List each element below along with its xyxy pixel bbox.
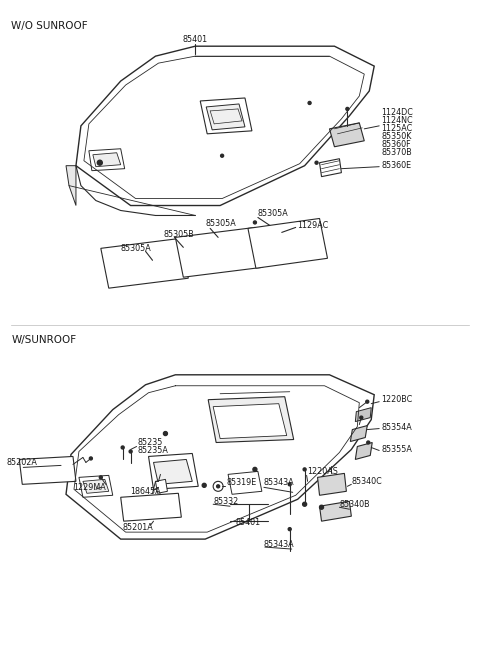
Text: 1124DC: 1124DC [381,109,413,117]
Circle shape [308,102,311,104]
Polygon shape [320,501,351,521]
Polygon shape [355,407,371,422]
Text: 85401: 85401 [183,35,208,44]
Text: 85350K: 85350K [381,132,411,141]
Polygon shape [66,166,76,206]
Text: 85235A: 85235A [138,446,168,455]
Circle shape [216,485,220,488]
Circle shape [360,416,363,419]
Text: 85340B: 85340B [339,500,370,509]
Circle shape [129,450,132,453]
Text: 1220BC: 1220BC [381,395,412,404]
Text: 85332: 85332 [213,496,239,506]
Text: 1220AS: 1220AS [308,467,338,476]
Polygon shape [329,123,364,147]
Circle shape [221,154,224,157]
Circle shape [121,446,124,449]
Circle shape [97,160,102,165]
Polygon shape [175,227,263,277]
Text: 85401: 85401 [235,517,260,527]
Text: 85360E: 85360E [381,161,411,170]
Text: 1229MA: 1229MA [73,483,106,492]
Circle shape [164,432,168,436]
Circle shape [367,441,370,444]
Text: 85343A: 85343A [264,478,295,487]
Polygon shape [208,397,294,443]
Polygon shape [66,375,374,539]
Text: 85355A: 85355A [381,445,412,454]
Text: 1129AC: 1129AC [297,221,328,230]
Polygon shape [350,426,367,441]
Circle shape [253,221,256,224]
Polygon shape [76,47,374,206]
Polygon shape [93,153,120,166]
Circle shape [89,457,92,460]
Circle shape [366,400,369,403]
Text: 85343A: 85343A [264,540,295,549]
Polygon shape [355,443,372,459]
Text: 85201A: 85201A [123,523,154,532]
Text: 85305B: 85305B [164,230,194,239]
Polygon shape [19,457,76,484]
Text: 85340C: 85340C [351,477,382,486]
Text: 85305A: 85305A [120,244,152,253]
Text: 85305A: 85305A [258,209,288,218]
Text: 85370B: 85370B [381,148,412,157]
Polygon shape [248,219,327,269]
Polygon shape [213,403,287,439]
Polygon shape [228,472,262,495]
Text: 85305A: 85305A [205,219,236,228]
Text: W/SUNROOF: W/SUNROOF [12,335,76,345]
Polygon shape [79,476,113,497]
Polygon shape [200,98,252,134]
Text: 1124NC: 1124NC [381,117,413,125]
Circle shape [303,468,306,471]
Circle shape [202,483,206,487]
Polygon shape [156,479,168,493]
Polygon shape [154,459,192,484]
Polygon shape [206,104,245,130]
Polygon shape [320,159,341,177]
Circle shape [315,161,318,164]
Polygon shape [120,493,181,521]
Polygon shape [148,453,198,489]
Polygon shape [89,149,125,171]
Text: 85354A: 85354A [381,423,412,432]
Circle shape [288,528,291,531]
Circle shape [346,107,349,111]
Circle shape [320,505,324,509]
Text: 85319E: 85319E [226,478,256,487]
Polygon shape [101,238,188,288]
Circle shape [253,468,257,472]
Circle shape [302,502,307,506]
Circle shape [99,476,102,479]
Text: 1125AC: 1125AC [381,124,412,134]
Polygon shape [83,479,109,493]
Polygon shape [318,474,347,495]
Text: 85360F: 85360F [381,140,411,149]
Text: 85235: 85235 [138,438,163,447]
Text: 85202A: 85202A [6,458,37,467]
Text: 18645A: 18645A [131,487,161,496]
Circle shape [288,483,291,486]
Text: W/O SUNROOF: W/O SUNROOF [12,22,88,31]
